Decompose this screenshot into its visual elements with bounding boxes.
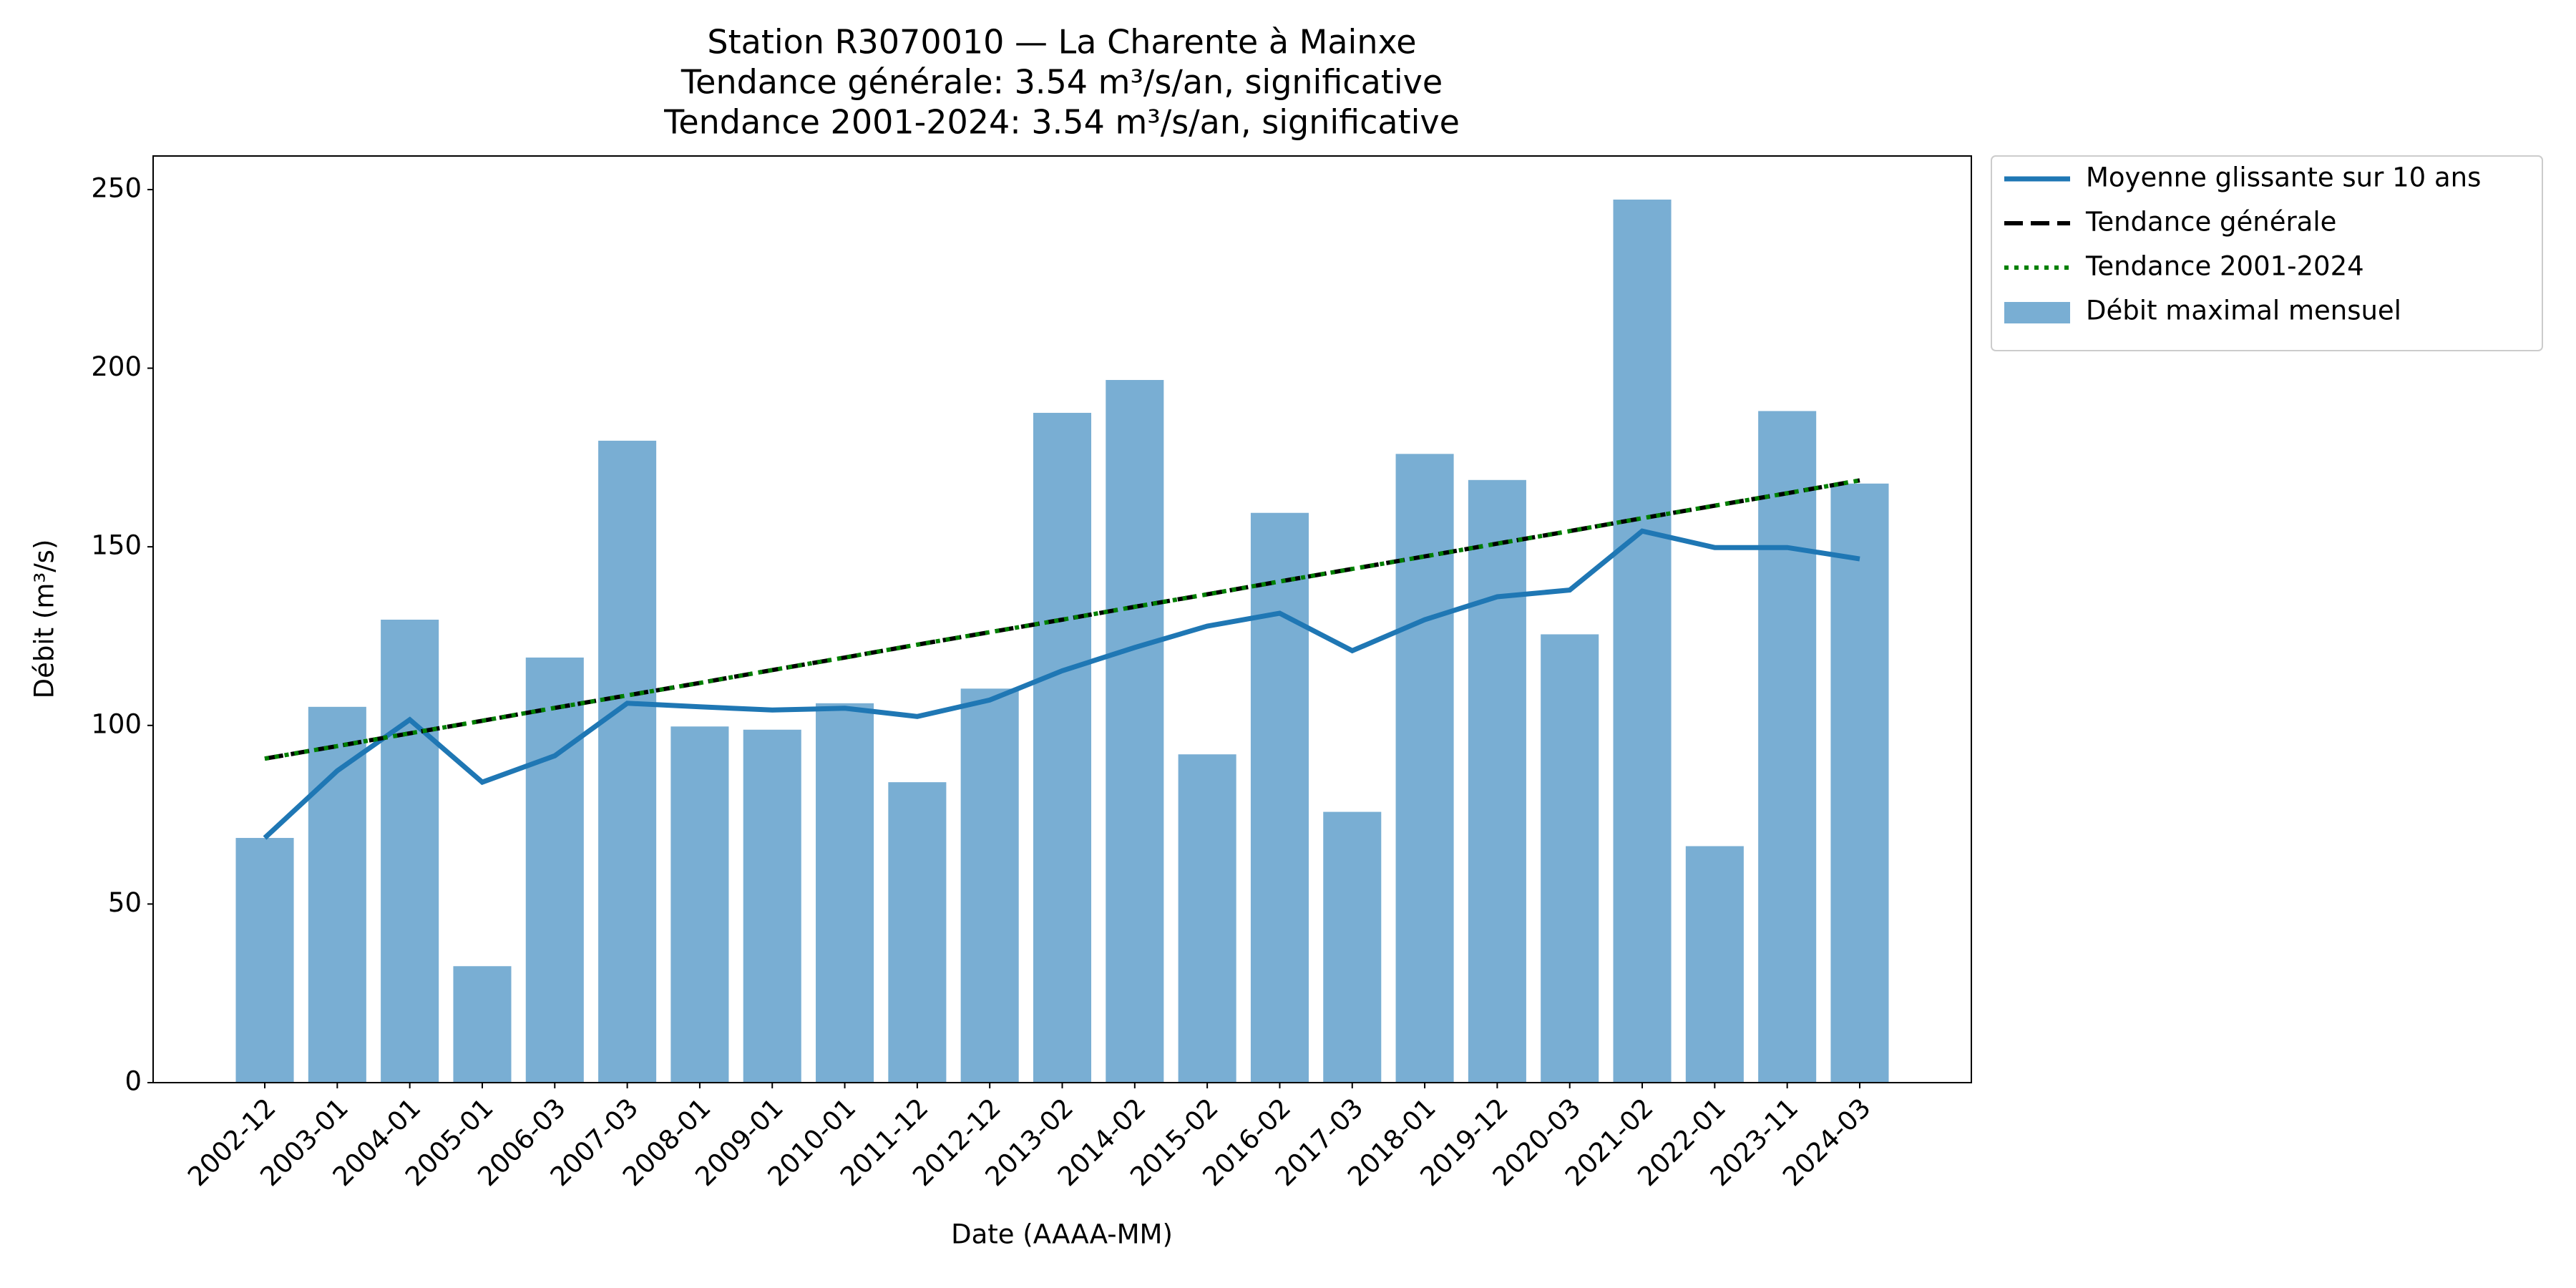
bar — [525, 657, 584, 1083]
y-tick-label: 200 — [91, 351, 142, 382]
bar — [960, 688, 1019, 1083]
y-axis-label: Débit (m³/s) — [29, 540, 60, 699]
y-tick-label: 50 — [108, 887, 142, 918]
bar — [1178, 754, 1236, 1083]
bar — [1830, 483, 1889, 1083]
bar — [670, 726, 729, 1083]
line — [263, 528, 1860, 840]
bar — [1758, 411, 1817, 1083]
bar — [1685, 846, 1744, 1083]
legend-label: Moyenne glissante sur 10 ans — [2086, 162, 2481, 193]
bar — [888, 782, 947, 1083]
legend-box — [1991, 155, 2543, 351]
chart-title: Tendance 2001-2024: 3.54 m³/s/an, signif… — [663, 103, 1460, 142]
bar — [1395, 454, 1454, 1083]
bar — [1106, 380, 1164, 1083]
y-tick-label: 250 — [91, 172, 142, 203]
bar — [1323, 811, 1382, 1083]
line — [264, 478, 1860, 761]
chart-title: Tendance générale: 3.54 m³/s/an, signifi… — [680, 63, 1443, 102]
bar — [816, 703, 874, 1083]
y-tick-label: 150 — [91, 530, 142, 561]
bar — [1250, 512, 1309, 1083]
bar — [598, 440, 657, 1083]
legend-label: Tendance générale — [2085, 207, 2336, 238]
bar — [1541, 634, 1599, 1083]
plot-frame — [152, 155, 1972, 1083]
bar — [1468, 479, 1526, 1083]
chart-title: Station R3070010 — La Charente à Mainxe — [707, 23, 1416, 62]
y-tick-label: 0 — [125, 1066, 142, 1097]
bar — [381, 619, 439, 1083]
bar — [453, 966, 512, 1083]
legend-label: Tendance 2001-2024 — [2085, 251, 2364, 282]
y-tick-label: 100 — [91, 708, 142, 739]
bar — [1033, 412, 1092, 1083]
bar — [308, 706, 366, 1083]
legend-swatch — [2004, 302, 2070, 323]
x-axis-label: Date (AAAA-MM) — [951, 1219, 1173, 1250]
bar — [743, 729, 801, 1083]
bar — [235, 838, 294, 1083]
legend-label: Débit maximal mensuel — [2086, 296, 2401, 326]
bar — [1613, 199, 1672, 1083]
